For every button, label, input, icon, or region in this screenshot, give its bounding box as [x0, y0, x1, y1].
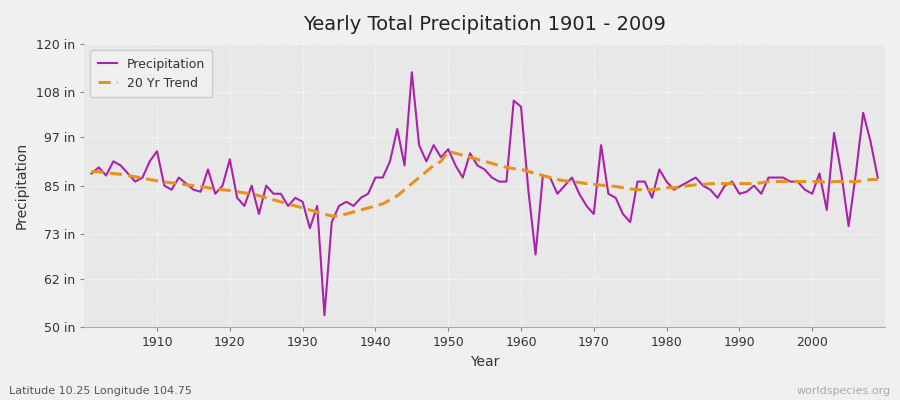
Text: worldspecies.org: worldspecies.org: [796, 386, 891, 396]
Y-axis label: Precipitation: Precipitation: [15, 142, 29, 229]
Precipitation: [407, 70, 418, 75]
20 Yr Trend: [327, 214, 338, 218]
20 Yr Trend: [530, 171, 541, 176]
20 Yr Trend: [523, 169, 534, 174]
20 Yr Trend: [356, 208, 366, 212]
Legend: Precipitation, 20 Yr Trend: Precipitation, 20 Yr Trend: [91, 50, 212, 97]
Precipitation: [617, 212, 628, 216]
Precipitation: [86, 171, 97, 176]
Precipitation: [523, 187, 534, 192]
Precipitation: [356, 196, 366, 200]
X-axis label: Year: Year: [470, 355, 500, 369]
20 Yr Trend: [144, 177, 155, 182]
Precipitation: [304, 226, 315, 230]
Text: Latitude 10.25 Longitude 104.75: Latitude 10.25 Longitude 104.75: [9, 386, 192, 396]
Precipitation: [872, 175, 883, 180]
Line: 20 Yr Trend: 20 Yr Trend: [92, 151, 878, 216]
20 Yr Trend: [872, 177, 883, 182]
Precipitation: [530, 252, 541, 257]
20 Yr Trend: [304, 208, 315, 212]
20 Yr Trend: [443, 149, 454, 154]
Title: Yearly Total Precipitation 1901 - 2009: Yearly Total Precipitation 1901 - 2009: [303, 15, 666, 34]
Precipitation: [320, 313, 330, 318]
20 Yr Trend: [86, 169, 97, 174]
20 Yr Trend: [617, 185, 628, 190]
Precipitation: [144, 159, 155, 164]
Line: Precipitation: Precipitation: [92, 72, 878, 315]
